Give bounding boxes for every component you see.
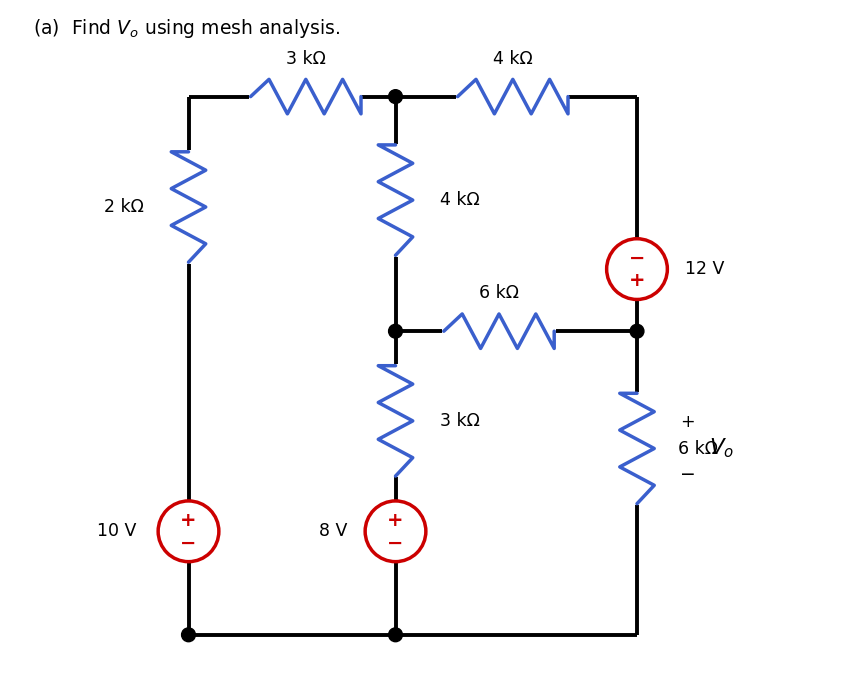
Text: −: −	[387, 533, 403, 553]
Text: 3 kΩ: 3 kΩ	[286, 50, 326, 68]
Text: 6 kΩ: 6 kΩ	[479, 284, 519, 302]
Circle shape	[630, 324, 644, 338]
Text: −: −	[181, 533, 197, 553]
Text: 4 kΩ: 4 kΩ	[440, 191, 480, 209]
Text: (a)  Find $V_o$ using mesh analysis.: (a) Find $V_o$ using mesh analysis.	[34, 17, 341, 40]
Text: 2 kΩ: 2 kΩ	[104, 198, 144, 216]
Text: −: −	[679, 465, 696, 484]
Circle shape	[389, 90, 402, 104]
Circle shape	[389, 628, 402, 642]
Circle shape	[389, 324, 402, 338]
Text: $V_o$: $V_o$	[710, 437, 734, 460]
Text: 10 V: 10 V	[97, 522, 137, 540]
Text: +: +	[387, 511, 403, 530]
Text: +: +	[679, 413, 694, 431]
Text: 8 V: 8 V	[319, 522, 347, 540]
Text: −: −	[629, 248, 645, 268]
Text: +: +	[181, 511, 197, 530]
Text: +: +	[629, 271, 645, 290]
Text: 6 kΩ: 6 kΩ	[679, 440, 718, 457]
Text: 3 kΩ: 3 kΩ	[440, 412, 480, 430]
Text: 4 kΩ: 4 kΩ	[493, 50, 532, 68]
Text: 12 V: 12 V	[685, 260, 725, 278]
Circle shape	[181, 628, 195, 642]
